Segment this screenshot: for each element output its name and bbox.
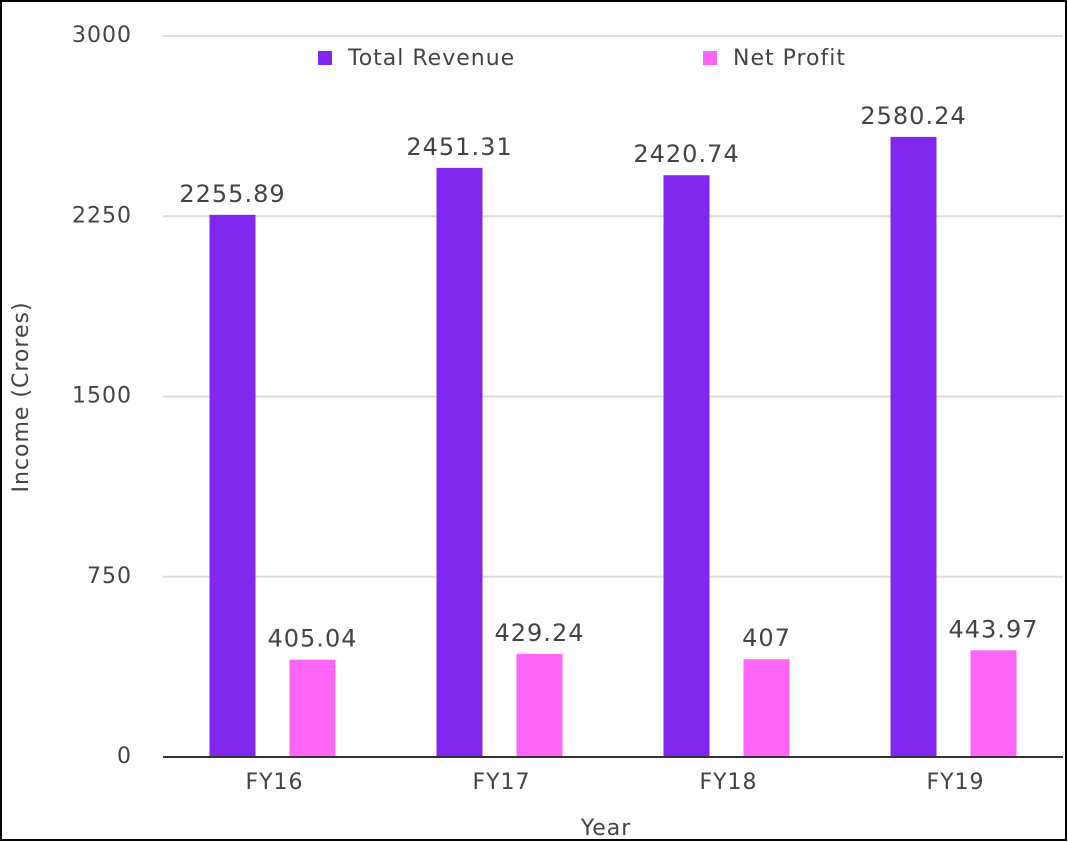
data-label: 443.97 xyxy=(949,615,1039,643)
legend-swatch xyxy=(318,51,332,65)
y-tick-label: 2250 xyxy=(72,203,132,228)
data-label: 2451.31 xyxy=(406,133,512,161)
y-axis-title: Income (Crores) xyxy=(9,301,34,492)
bar xyxy=(970,650,1017,757)
y-tick-label: 1500 xyxy=(72,384,132,409)
x-axis-title: Year xyxy=(580,816,632,841)
data-label: 405.04 xyxy=(268,625,358,653)
x-tick-label: FY19 xyxy=(926,770,984,795)
x-tick-label: FY17 xyxy=(472,770,530,795)
legend-swatch xyxy=(703,51,717,65)
legend-label: Net Profit xyxy=(733,46,846,71)
data-label: 429.24 xyxy=(495,619,585,647)
legend-label: Total Revenue xyxy=(347,46,515,71)
bar xyxy=(663,175,710,758)
bar xyxy=(209,214,256,757)
bar xyxy=(289,659,336,757)
y-tick-label: 3000 xyxy=(72,23,132,48)
bar xyxy=(516,653,563,757)
bar xyxy=(436,167,483,757)
data-label: 2255.89 xyxy=(179,180,285,208)
data-label: 407 xyxy=(742,624,791,652)
y-tick-label: 0 xyxy=(117,744,132,769)
x-tick-label: FY18 xyxy=(699,770,757,795)
bar xyxy=(743,659,790,757)
x-tick-label: FY16 xyxy=(245,770,303,795)
data-label: 2420.74 xyxy=(633,140,739,168)
data-label: 2580.24 xyxy=(860,102,966,130)
y-tick-label: 750 xyxy=(87,564,132,589)
bar xyxy=(890,136,937,757)
